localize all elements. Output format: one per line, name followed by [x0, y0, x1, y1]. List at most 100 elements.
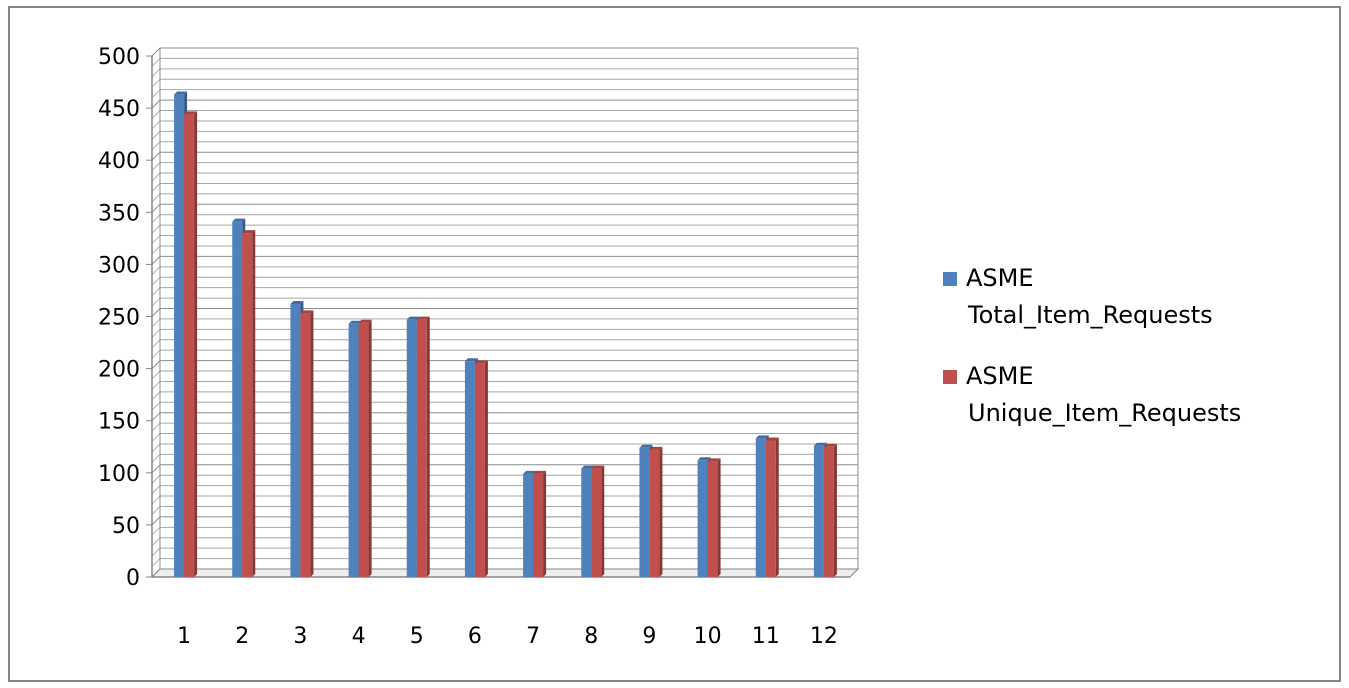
side-wall-gridline [151, 547, 161, 557]
side-wall-gridline [151, 308, 161, 317]
bar-side [426, 316, 430, 577]
side-wall-gridline [151, 245, 161, 255]
bar-front [639, 447, 650, 577]
side-wall-gridline [151, 141, 161, 151]
side-wall-gridline [151, 318, 161, 328]
bar-top [697, 457, 711, 461]
bar-front [348, 323, 359, 577]
side-wall-gridline [151, 506, 161, 515]
x-tick-label: 9 [642, 624, 656, 649]
plot-area [152, 48, 858, 577]
bar-top [348, 320, 362, 324]
y-tick-label: 150 [98, 410, 140, 435]
bar-top [174, 91, 188, 95]
side-wall-gridline [151, 89, 161, 99]
side-wall-gridline [151, 172, 161, 182]
bar-top [581, 465, 595, 469]
bar-side [252, 230, 256, 577]
bar-side [194, 111, 198, 578]
bar-side [601, 465, 605, 577]
y-tick-label: 200 [98, 358, 140, 383]
bar [474, 360, 488, 577]
side-wall-gridline [151, 58, 161, 67]
bar-front [707, 461, 718, 577]
side-wall-gridline [151, 360, 161, 369]
bar-front [358, 322, 369, 577]
bar-side [775, 437, 779, 577]
side-wall-gridline [151, 328, 161, 338]
side-wall-gridline [151, 443, 161, 453]
bar [358, 319, 372, 577]
bar [765, 437, 779, 577]
bar-front [823, 446, 834, 577]
y-tick-label: 250 [98, 306, 140, 331]
side-wall-gridline [151, 381, 161, 390]
bar-front [464, 361, 475, 577]
bar-side [833, 443, 837, 577]
bar-top [533, 470, 547, 474]
bar-front [416, 319, 427, 577]
legend: ASME Total_Item_Requests ASME Unique_Item_R… [943, 264, 1241, 427]
side-wall-gridline [151, 131, 161, 140]
bar-front [533, 473, 544, 577]
bar-top [416, 316, 430, 320]
side-wall-gridline [151, 339, 161, 349]
bar-top [300, 310, 314, 314]
bar-side [484, 360, 488, 577]
side-wall-gridline [151, 235, 161, 244]
bar-side [310, 310, 314, 577]
side-wall-gridline [151, 495, 161, 505]
side-wall-gridline [151, 516, 161, 526]
side-wall-gridline [151, 266, 161, 276]
bar-top [474, 360, 488, 364]
side-wall-gridline [151, 349, 161, 359]
bar-top [823, 443, 837, 447]
bar-front [300, 313, 311, 577]
y-tick-label: 0 [126, 566, 140, 591]
bar-front [232, 221, 243, 578]
x-tick-label: 12 [810, 624, 838, 649]
bar [707, 458, 721, 577]
side-wall-gridline [151, 422, 161, 432]
bar-front [581, 468, 592, 577]
side-wall-gridline [151, 110, 161, 119]
y-tick-label: 350 [98, 201, 140, 226]
side-wall-gridline [151, 433, 161, 442]
y-tick-label: 400 [98, 149, 140, 174]
x-tick-label: 5 [410, 624, 424, 649]
side-wall-gridline [151, 276, 161, 286]
bar-top [358, 319, 372, 323]
bar-top [523, 470, 537, 474]
legend-label: Unique_Item_Requests [968, 399, 1241, 427]
legend-label: Total_Item_Requests [967, 301, 1213, 329]
bar-top [765, 437, 779, 441]
bar [184, 111, 198, 578]
y-tick-label: 300 [98, 253, 140, 278]
bars [174, 91, 837, 578]
side-wall-gridline [151, 47, 161, 57]
y-tick-label: 500 [98, 45, 140, 70]
legend-swatch [943, 370, 957, 384]
side-wall-gridline [151, 214, 161, 224]
bar [300, 310, 314, 577]
floor [150, 568, 860, 578]
bar-front [174, 94, 185, 577]
bar [242, 230, 256, 577]
y-tick-label: 450 [98, 97, 140, 122]
bar-front [697, 460, 708, 577]
x-axis-labels: 1 2 3 4 5 6 7 8 9 10 11 12 [177, 624, 838, 649]
bar-side [368, 319, 372, 577]
bar-front [290, 303, 301, 577]
bar [649, 446, 663, 577]
y-tick-label: 100 [98, 462, 140, 487]
side-wall-gridline [151, 485, 161, 494]
bar-top [464, 358, 478, 362]
bar-front [591, 468, 602, 577]
side-wall-gridline [151, 224, 161, 234]
bar [416, 316, 430, 577]
bar-top [184, 111, 198, 115]
bar-side [543, 470, 547, 577]
x-tick-label: 3 [293, 624, 307, 649]
bar-front [184, 114, 195, 578]
